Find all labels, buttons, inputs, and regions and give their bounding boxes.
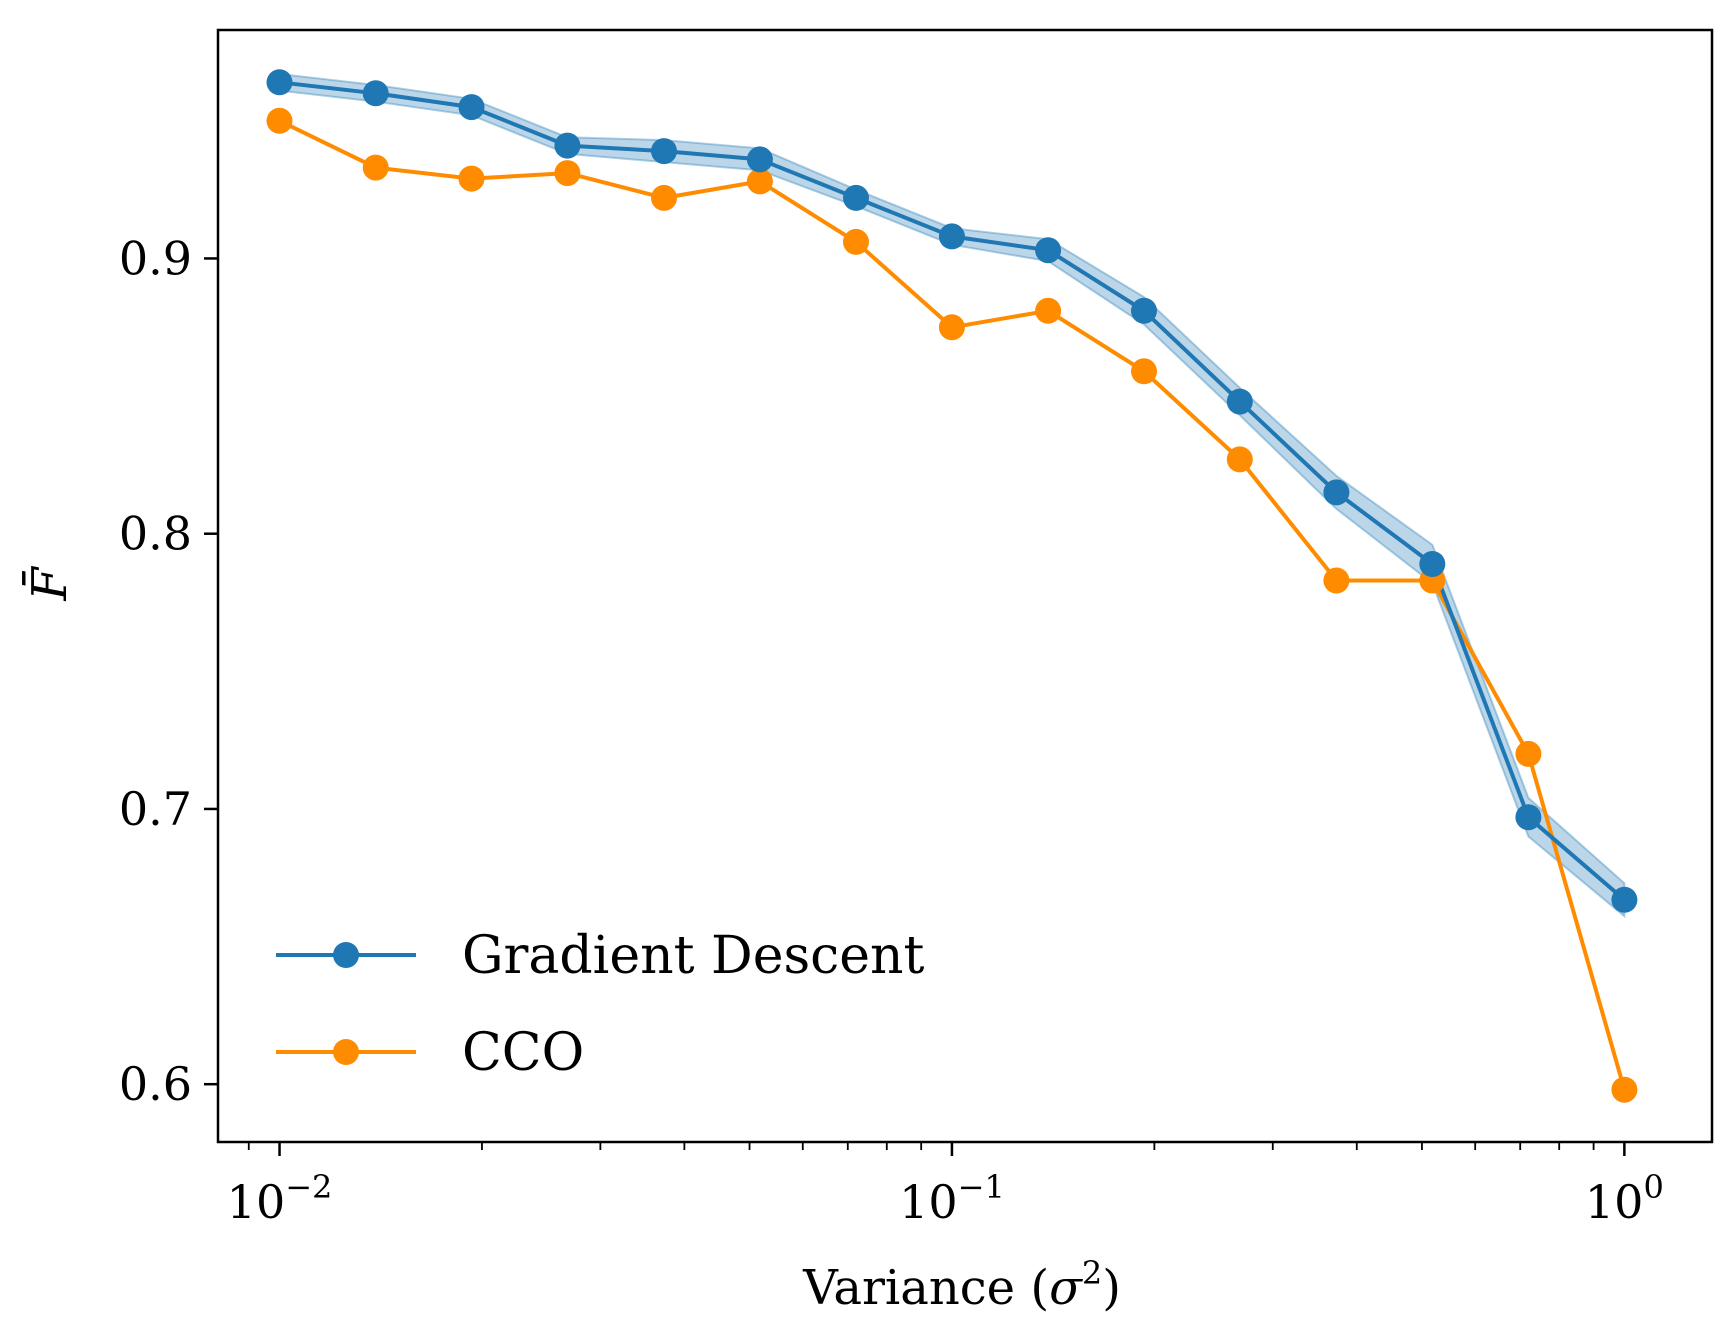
series-1-point xyxy=(1323,567,1350,594)
series-1-point xyxy=(651,184,677,211)
x-tick-label: 10−1 xyxy=(899,1168,1005,1229)
series-1-point xyxy=(1226,446,1253,473)
series-1-point xyxy=(938,314,965,341)
legend-swatch-marker xyxy=(333,1039,359,1065)
plot-frame xyxy=(216,28,1714,1144)
series-1-point xyxy=(843,228,869,255)
series-0-point xyxy=(362,80,389,107)
x-axis-ticks: 10−2 10−1 100 xyxy=(227,1142,1664,1229)
y-tick-label: 0.7 xyxy=(119,782,192,836)
y-tick-label: 0.9 xyxy=(119,231,192,285)
series-0-point xyxy=(1131,297,1157,324)
series-0-point xyxy=(1226,388,1253,415)
series-0-point xyxy=(843,184,869,211)
series-1-point xyxy=(362,154,389,181)
series-1-point xyxy=(458,165,485,192)
y-axis-ticks: 0.6 0.7 0.8 0.9 xyxy=(119,231,218,1111)
series-1-point xyxy=(1611,1076,1638,1103)
series-0-point xyxy=(1035,237,1062,264)
series-0-point xyxy=(554,132,581,159)
series-0-point xyxy=(1515,804,1542,831)
y-axis-label: F̄ xyxy=(20,566,78,602)
legend-swatch-marker xyxy=(333,942,359,968)
legend: Gradient Descent CCO xyxy=(276,926,925,1083)
series-1-point xyxy=(554,160,581,187)
x-tick-label: 100 xyxy=(1585,1168,1664,1229)
y-tick-label: 0.6 xyxy=(119,1057,192,1111)
y-tick-label: 0.8 xyxy=(119,507,192,561)
legend-label: Gradient Descent xyxy=(462,926,925,986)
series-1-point xyxy=(1515,740,1542,767)
series-0-point xyxy=(458,94,485,121)
series-1-point xyxy=(1131,358,1157,385)
legend-label: CCO xyxy=(462,1023,584,1083)
series-1-point xyxy=(746,168,773,195)
series-markers xyxy=(266,69,1638,1103)
x-tick-label: 10−2 xyxy=(227,1168,333,1229)
x-axis-label: Variance (σ2) xyxy=(802,1254,1121,1316)
series-0-point xyxy=(1611,886,1638,913)
series-1-point xyxy=(1035,297,1062,324)
series-0-point xyxy=(746,146,773,173)
series-0-point xyxy=(1419,551,1446,577)
series-0-point xyxy=(1323,479,1350,506)
series-0-point xyxy=(651,138,677,165)
series-0-point xyxy=(266,69,293,96)
series-0-point xyxy=(938,223,965,250)
series-1-point xyxy=(266,107,293,134)
